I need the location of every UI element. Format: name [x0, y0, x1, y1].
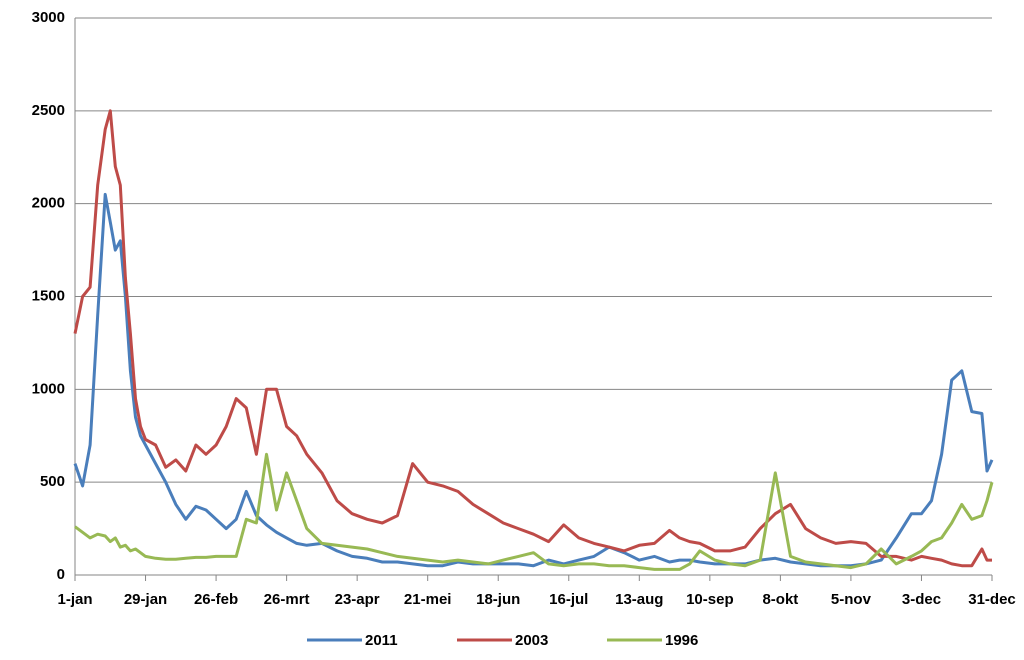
y-tick-label: 3000 — [32, 9, 65, 26]
series-line — [73, 192, 994, 568]
series-line — [73, 109, 992, 568]
legend-label: 2011 — [365, 632, 398, 649]
x-tick-label: 21-mei — [404, 591, 452, 608]
x-tick-label: 8-okt — [762, 591, 798, 608]
x-tick-label: 13-aug — [615, 591, 663, 608]
x-tick-label: 3-dec — [902, 591, 941, 608]
x-tick-label: 10-sep — [686, 591, 734, 608]
x-tick-label: 16-jul — [549, 591, 588, 608]
x-tick-label: 31-dec — [968, 591, 1016, 608]
y-tick-label: 1500 — [32, 287, 65, 304]
x-tick-label: 26-feb — [194, 591, 238, 608]
x-tick-label: 29-jan — [124, 591, 167, 608]
x-tick-label: 1-jan — [57, 591, 92, 608]
x-tick-label: 18-jun — [476, 591, 520, 608]
y-tick-label: 1000 — [32, 380, 65, 397]
y-tick-label: 500 — [40, 473, 65, 490]
y-tick-label: 2500 — [32, 102, 65, 119]
x-tick-label: 5-nov — [831, 591, 872, 608]
x-tick-label: 23-apr — [335, 591, 380, 608]
y-tick-label: 0 — [57, 566, 65, 583]
series-line — [74, 452, 994, 571]
y-tick-label: 2000 — [32, 195, 65, 212]
legend-label: 1996 — [665, 632, 698, 649]
x-tick-label: 26-mrt — [264, 591, 310, 608]
legend-label: 2003 — [515, 632, 548, 649]
